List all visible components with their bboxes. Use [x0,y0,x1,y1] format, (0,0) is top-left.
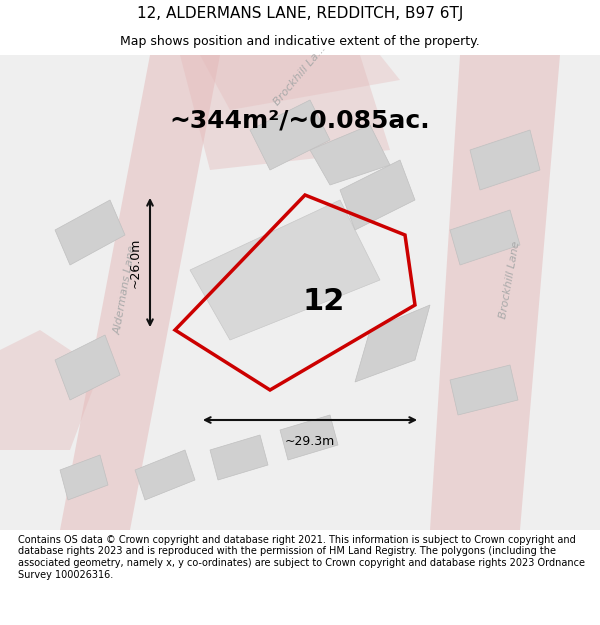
Polygon shape [190,200,380,340]
Polygon shape [450,210,520,265]
Polygon shape [135,450,195,500]
Polygon shape [60,455,108,500]
Text: 12: 12 [303,286,345,316]
Polygon shape [280,415,338,460]
Polygon shape [250,100,330,170]
Text: ~344m²/~0.085ac.: ~344m²/~0.085ac. [170,108,430,132]
Text: Brockhill La...: Brockhill La... [272,43,328,107]
Polygon shape [55,200,125,265]
Polygon shape [210,435,268,480]
Polygon shape [340,160,415,230]
Text: Map shows position and indicative extent of the property.: Map shows position and indicative extent… [120,35,480,48]
Text: Aldermans Lane: Aldermans Lane [112,244,138,336]
Polygon shape [430,55,560,530]
Polygon shape [310,125,390,185]
Polygon shape [55,335,120,400]
Text: 12, ALDERMANS LANE, REDDITCH, B97 6TJ: 12, ALDERMANS LANE, REDDITCH, B97 6TJ [137,6,463,21]
Polygon shape [180,55,390,170]
Polygon shape [355,305,430,382]
Text: ~29.3m: ~29.3m [285,435,335,448]
Polygon shape [60,55,220,530]
Polygon shape [0,330,100,450]
Text: Contains OS data © Crown copyright and database right 2021. This information is : Contains OS data © Crown copyright and d… [18,535,585,579]
Text: Brockhill Lane: Brockhill Lane [498,241,522,319]
Text: ~26.0m: ~26.0m [129,238,142,288]
Polygon shape [470,130,540,190]
Polygon shape [200,55,400,110]
Polygon shape [450,365,518,415]
